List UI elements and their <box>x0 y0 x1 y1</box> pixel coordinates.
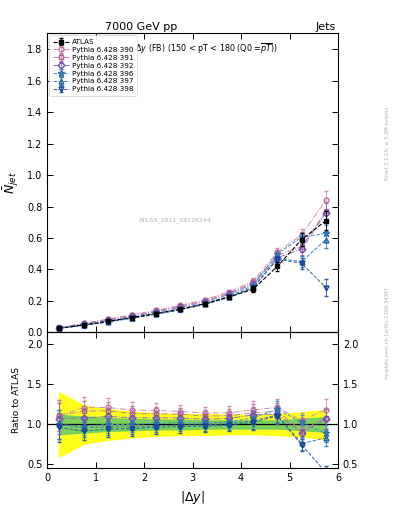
Text: Rivet 3.1.10, ≥ 3.3M events: Rivet 3.1.10, ≥ 3.3M events <box>385 106 390 180</box>
Y-axis label: Ratio to ATLAS: Ratio to ATLAS <box>12 368 21 434</box>
Text: ATLAS_2011_S9126244: ATLAS_2011_S9126244 <box>139 218 211 223</box>
Text: Jets: Jets <box>316 22 336 32</box>
Legend: ATLAS, Pythia 6.428 390, Pythia 6.428 391, Pythia 6.428 392, Pythia 6.428 396, P: ATLAS, Pythia 6.428 390, Pythia 6.428 39… <box>50 35 137 96</box>
Text: N$_{jet}$ vs $\Delta y$ (FB) (150 < pT < 180 (Q0 =$\overline{pT}$)): N$_{jet}$ vs $\Delta y$ (FB) (150 < pT <… <box>108 42 277 57</box>
Y-axis label: $\bar{N}_{jet}$: $\bar{N}_{jet}$ <box>2 172 21 195</box>
Text: mcplots.cern.ch [arXiv:1306.3436]: mcplots.cern.ch [arXiv:1306.3436] <box>385 287 390 378</box>
X-axis label: $|\Delta y|$: $|\Delta y|$ <box>180 489 205 506</box>
Text: 7000 GeV pp: 7000 GeV pp <box>105 22 178 32</box>
